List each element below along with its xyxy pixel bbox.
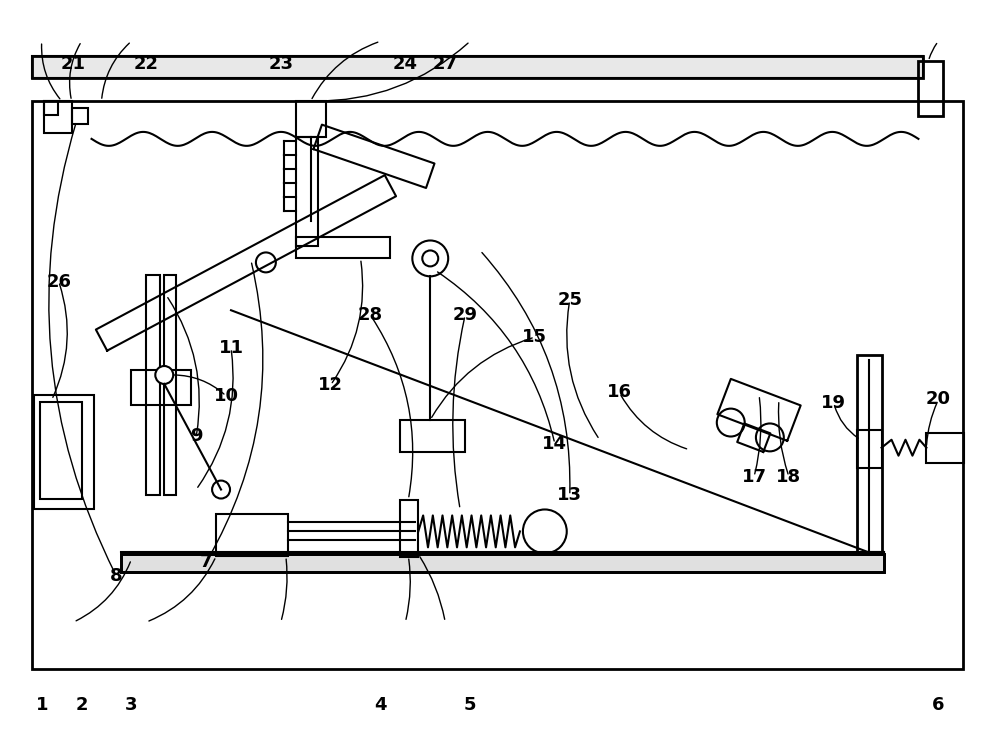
Circle shape <box>717 408 745 437</box>
Text: 12: 12 <box>318 376 343 394</box>
Text: 4: 4 <box>374 696 387 714</box>
Bar <box>40 402 82 499</box>
Text: 8: 8 <box>110 568 123 585</box>
Circle shape <box>256 252 276 272</box>
Text: 24: 24 <box>393 55 418 73</box>
Bar <box>164 275 176 494</box>
Bar <box>926 433 964 462</box>
Text: 29: 29 <box>453 306 478 323</box>
Text: 6: 6 <box>932 696 945 714</box>
Text: 20: 20 <box>926 391 951 408</box>
Circle shape <box>422 250 438 266</box>
Bar <box>44 101 58 115</box>
Circle shape <box>412 240 448 276</box>
Circle shape <box>523 509 567 554</box>
Text: 2: 2 <box>75 696 88 714</box>
Text: 16: 16 <box>607 383 632 401</box>
Text: 13: 13 <box>557 486 582 505</box>
Bar <box>296 101 326 137</box>
Text: 10: 10 <box>214 387 239 405</box>
Bar <box>857 355 882 554</box>
Text: 14: 14 <box>542 434 567 453</box>
Bar <box>296 237 390 258</box>
Bar <box>44 101 72 133</box>
Bar <box>400 420 465 451</box>
Circle shape <box>155 366 173 384</box>
Text: 7: 7 <box>200 553 212 571</box>
Bar <box>216 514 288 556</box>
Bar <box>32 56 923 78</box>
Bar <box>32 56 923 78</box>
Bar <box>857 430 882 468</box>
Bar <box>146 275 160 494</box>
Text: 25: 25 <box>557 291 582 309</box>
Bar <box>34 395 94 509</box>
Text: 15: 15 <box>522 328 547 346</box>
Text: 11: 11 <box>219 339 244 357</box>
Text: 1: 1 <box>35 696 48 714</box>
Text: 5: 5 <box>464 696 476 714</box>
Text: 23: 23 <box>268 55 293 73</box>
Circle shape <box>756 423 784 451</box>
Text: 21: 21 <box>61 55 86 73</box>
Text: 26: 26 <box>46 272 71 291</box>
Bar <box>400 500 418 557</box>
Text: 19: 19 <box>821 394 846 412</box>
Bar <box>72 108 88 124</box>
Bar <box>32 101 963 669</box>
Bar <box>918 61 943 116</box>
Text: 3: 3 <box>125 696 138 714</box>
Text: 28: 28 <box>358 306 383 323</box>
Text: 9: 9 <box>190 427 202 445</box>
Text: 22: 22 <box>134 55 159 73</box>
Text: 18: 18 <box>776 468 801 486</box>
Text: 27: 27 <box>433 55 458 73</box>
Bar <box>131 370 191 405</box>
Bar <box>296 137 318 246</box>
Text: 17: 17 <box>742 468 767 486</box>
Bar <box>121 554 884 572</box>
Bar <box>121 554 884 572</box>
Circle shape <box>212 480 230 499</box>
